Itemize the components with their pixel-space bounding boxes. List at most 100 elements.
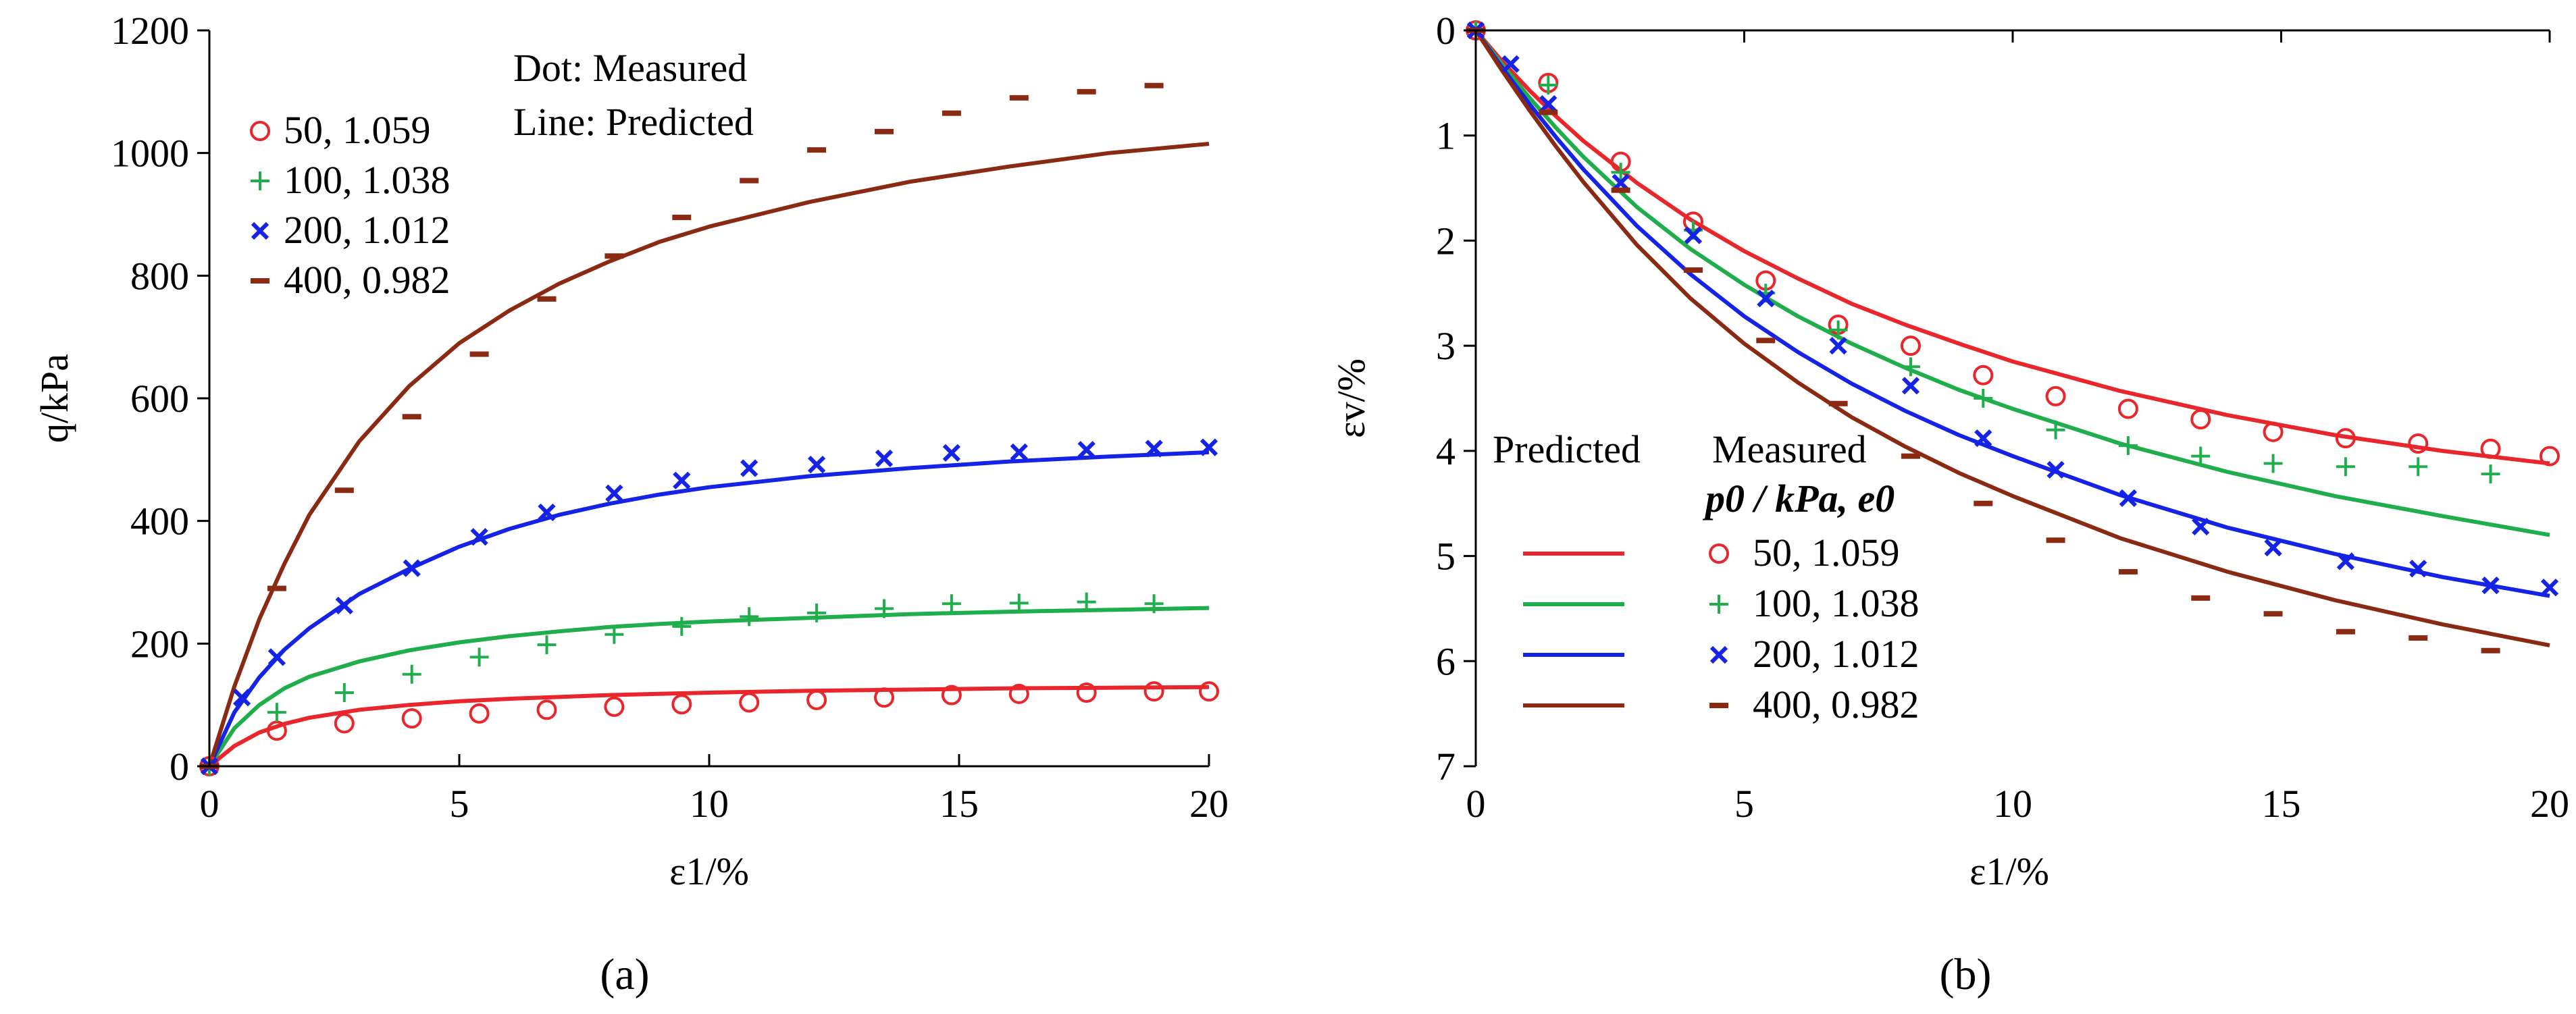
panel-b-measured-point-0 (1973, 365, 1994, 385)
panel-b-measured-point-3 (2481, 647, 2500, 653)
panel-a-measured-point-2 (875, 449, 894, 468)
panel-b-measured-point-1 (1901, 357, 1920, 377)
panel-a-measured-point-2 (1200, 438, 1218, 456)
panel-b-y-tick-label: 1 (1436, 114, 1456, 158)
panel-a-measured-point-3 (942, 110, 961, 116)
panel-a-measured-point-1 (1077, 592, 1096, 612)
panel-a-measured-point-3 (1077, 88, 1096, 95)
panel-b-measured-point-2 (2540, 579, 2559, 597)
panel-a-y-axis-title: q/kPa (32, 354, 76, 443)
panel-a-measured-point-1 (672, 616, 692, 636)
panel-b-measured-point-3 (1828, 400, 1848, 406)
panel-a-measured-point-1 (267, 703, 286, 722)
panel-b-measured-point-0 (2190, 409, 2211, 430)
panel-a-measured-point-0 (1143, 681, 1164, 702)
panel-a-x-tick-label: 5 (450, 782, 469, 826)
panel-b-x-axis-title: ε1/% (1969, 849, 2049, 893)
panel-a-measured-point-3 (604, 253, 624, 259)
panel-a-measured-point-1 (537, 635, 557, 655)
panel-b-plot-area (1466, 20, 2560, 653)
panel-a-legend-label-400: 400, 0.982 (284, 258, 450, 302)
panel-b-measured-point-2 (2119, 489, 2138, 508)
panel-b-y-tick-label: 5 (1436, 535, 1456, 579)
panel-a-measured-point-1 (402, 664, 421, 684)
panel-a-annotation-measured: Dot: Measured (513, 46, 747, 90)
panel-a-measured-point-3 (537, 296, 557, 302)
panel-b-measured-point-0 (2408, 433, 2429, 454)
panel-b-legend-marker-0 (1709, 543, 1729, 564)
panel-a-legend-markers (250, 121, 270, 284)
panel-a-measured-point-3 (672, 215, 692, 221)
panel-a-measured-point-0 (604, 696, 625, 717)
panel-b-legend-label-50: 50, 1.059 (1753, 531, 1900, 575)
panel-a-x-axis-title: ε1/% (669, 849, 749, 893)
panel-b-measured-point-0 (2540, 446, 2560, 466)
panel-b-measured-point-3 (1974, 500, 1993, 506)
panel-a-x-tick-label: 15 (939, 782, 979, 826)
panel-a-legend-label-100: 100, 1.038 (284, 158, 450, 202)
panel-a-measured-point-3 (402, 414, 421, 420)
panel-a-predicted-line-1 (207, 606, 1210, 768)
panel-a-measured-point-3 (1144, 82, 1164, 88)
panel-b-legend-marker-1 (1709, 595, 1728, 614)
panel-b-measured-point-2 (1974, 429, 1992, 448)
panel-b-legend-header-predicted: Predicted (1493, 427, 1641, 471)
panel-a-measured-point-2 (335, 596, 353, 615)
panel-a-measured-point-1 (1009, 593, 1029, 613)
panel-a-legend-marker-0 (250, 121, 270, 141)
panel-a-measured-point-2 (740, 459, 758, 477)
panel-a-measured-point-1 (740, 607, 759, 626)
panel-a-x-tick-label: 10 (690, 782, 729, 826)
panel-b-measured-point-0 (1900, 336, 1921, 356)
panel-b-measured-point-3 (1611, 187, 1630, 193)
panel-a-measured-point-0 (1076, 683, 1097, 703)
panel-a-legend-marker-1 (251, 171, 269, 190)
panel-a-measured-point-0 (671, 694, 692, 715)
panel-b-x-tick-label: 20 (2530, 782, 2569, 826)
panel-a-annotation-predicted: Line: Predicted (513, 100, 754, 144)
panel-a-measured-point-2 (673, 471, 691, 489)
panel-a-measured-point-0 (266, 720, 287, 741)
panel-b-measured-point-3 (1901, 453, 1920, 459)
panel-a-x-tick-label: 0 (200, 782, 220, 826)
panel-a-legend-label-50: 50, 1.059 (284, 108, 431, 152)
panel-a-y-tick-label: 1000 (111, 132, 189, 176)
panel-a-measured-point-0 (739, 692, 760, 713)
panel-a-x-tick-label: 20 (1189, 782, 1229, 826)
panel-a-measured-point-2 (1010, 443, 1028, 462)
panel-b-y-axis-title: εv/% (1329, 358, 1373, 438)
panel-a-y-tick-label: 200 (130, 622, 189, 666)
panel-b-measured-point-1 (2336, 457, 2355, 477)
panel-a-y-tick-label: 0 (170, 745, 189, 789)
panel-a-legend-marker-3 (251, 278, 269, 284)
panel-a-measured-point-2 (1077, 441, 1096, 459)
panel-b-predicted-line-2 (1474, 29, 2550, 598)
panel-b-measured-point-2 (2192, 517, 2210, 536)
panel-a-measured-point-0 (469, 703, 490, 724)
panel-b-label: (b) (1940, 950, 1992, 999)
panel-a-measured-point-0 (401, 708, 422, 729)
panel-a-measured-point-0 (806, 689, 827, 710)
panel-b-measured-point-3 (2408, 635, 2428, 641)
panel-a-measured-point-3 (267, 585, 286, 591)
panel-b-measured-point-2 (1901, 377, 1920, 395)
panel-b-measured-point-3 (1539, 109, 1558, 115)
panel-b-measured-point-3 (1756, 338, 1776, 344)
panel-b-y-tick-label: 4 (1436, 429, 1456, 473)
panel-b-measured-point-2 (2046, 460, 2065, 479)
panel-a-predicted-line-3 (207, 142, 1210, 767)
panel-a-measured-point-2 (403, 559, 421, 577)
panel-b-legend-header-params: p0 / kPa, e0 (1702, 477, 1895, 521)
panel-b-predicted-line-3 (1474, 29, 2550, 647)
panel-a-measured-point-1 (469, 647, 489, 667)
panel-b-measured-point-3 (2336, 629, 2355, 635)
panel-b-measured-point-2 (2336, 552, 2355, 570)
panel-a-measured-point-2 (232, 689, 251, 707)
panel-b-measured-point-1 (2046, 420, 2065, 439)
panel-a-measured-point-2 (1145, 439, 1163, 458)
panel-b-legend-label-100: 100, 1.038 (1753, 581, 1920, 625)
panel-b-measured-point-2 (1501, 55, 1520, 73)
panel-b-measured-point-0 (2480, 438, 2501, 459)
